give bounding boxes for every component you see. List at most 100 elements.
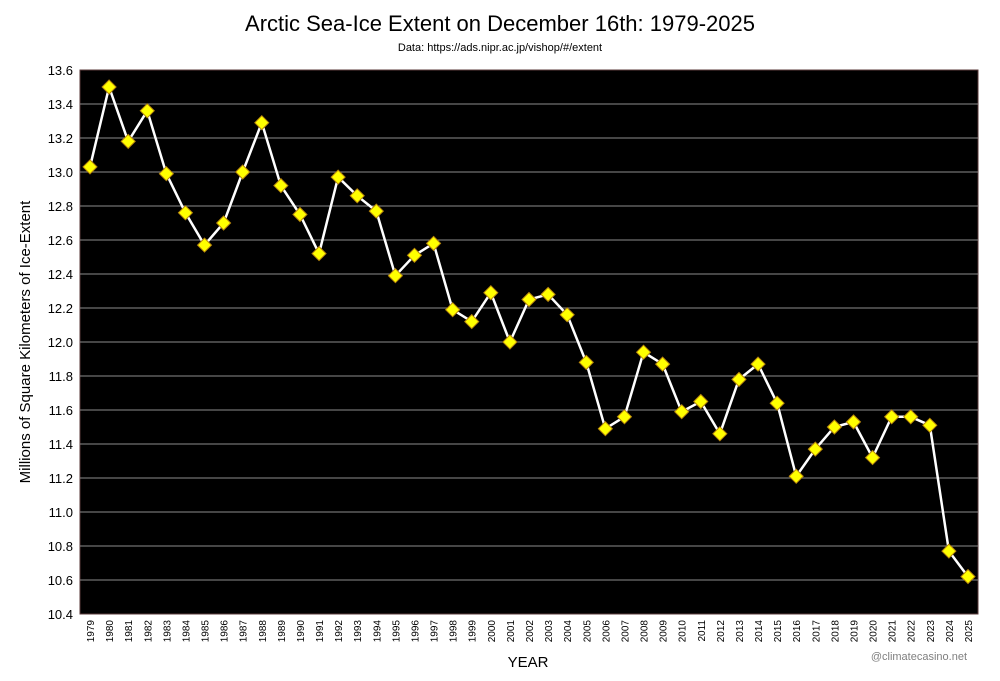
x-tick-label: 2023 <box>926 620 937 643</box>
data-point-1979 <box>82 159 98 175</box>
x-tick-label: 1985 <box>201 620 212 643</box>
x-tick-label: 1991 <box>315 620 326 643</box>
data-point-2018 <box>826 419 843 435</box>
x-tick-label: 1981 <box>124 620 135 643</box>
data-point-2019 <box>845 414 862 430</box>
y-axis-label: Millions of Square Kilometers of Ice-Ext… <box>17 200 34 483</box>
data-point-1991 <box>311 245 327 262</box>
data-point-1984 <box>177 205 194 221</box>
x-tick-label: 2015 <box>773 620 784 643</box>
x-tick-label: 1996 <box>410 620 421 643</box>
x-tick-label: 2008 <box>640 620 651 643</box>
data-point-2022 <box>903 409 919 425</box>
data-point-2013 <box>731 371 747 388</box>
data-point-2007 <box>616 409 633 425</box>
credit-text: @climatecasino.net <box>871 651 967 663</box>
x-tick-label: 1994 <box>372 620 383 643</box>
x-tick-label: 1986 <box>220 620 231 643</box>
y-tick-label: 11.8 <box>49 369 73 384</box>
x-tick-label: 1998 <box>449 620 460 643</box>
chart-title: Arctic Sea-Ice Extent on December 16th: … <box>245 11 755 36</box>
x-tick-label: 2017 <box>811 620 822 643</box>
x-tick-label: 2024 <box>945 620 956 643</box>
y-tick-label: 10.8 <box>48 539 73 554</box>
y-tick-label: 11.4 <box>49 437 73 452</box>
y-tick-label: 13.6 <box>48 63 73 78</box>
x-tick-label: 2003 <box>544 620 555 643</box>
y-tick-label: 12.2 <box>48 301 73 316</box>
x-tick-label: 2018 <box>830 620 841 643</box>
y-tick-label: 10.6 <box>48 573 73 588</box>
x-tick-label: 1993 <box>353 620 364 643</box>
x-tick-label: 2009 <box>659 620 670 643</box>
data-point-2000 <box>483 284 499 301</box>
data-point-2014 <box>750 356 766 372</box>
y-tick-label: 13.0 <box>48 165 73 180</box>
data-point-2016 <box>788 468 804 485</box>
x-tick-label: 2001 <box>506 620 517 643</box>
x-tick-label: 1995 <box>391 620 402 643</box>
y-tick-label: 11.6 <box>49 403 73 418</box>
x-tick-label: 2006 <box>601 620 612 643</box>
x-tick-label: 1997 <box>430 620 441 643</box>
data-point-2017 <box>807 441 824 457</box>
y-tick-label: 13.2 <box>48 131 73 146</box>
data-point-2025 <box>960 568 976 585</box>
y-tick-label: 12.8 <box>48 199 73 214</box>
y-tick-label: 11.2 <box>49 471 73 486</box>
data-point-2012 <box>712 426 728 442</box>
data-point-2021 <box>883 409 900 425</box>
x-tick-label: 1979 <box>86 620 97 643</box>
x-tick-label: 2016 <box>792 620 803 643</box>
x-tick-label: 2004 <box>563 620 574 643</box>
data-point-1997 <box>425 235 442 252</box>
data-point-2011 <box>693 393 709 410</box>
x-tick-label: 2014 <box>754 620 765 643</box>
y-tick-label: 13.4 <box>48 97 73 112</box>
data-point-2024 <box>941 543 957 559</box>
y-tick-label: 12.0 <box>48 335 73 350</box>
x-tick-label: 1992 <box>334 620 345 643</box>
x-tick-label: 1983 <box>162 620 173 643</box>
data-point-1988 <box>254 114 270 131</box>
x-tick-label: 2019 <box>849 620 860 643</box>
x-tick-label: 2010 <box>678 620 689 643</box>
x-tick-label: 1990 <box>296 620 307 643</box>
x-tick-label: 1984 <box>181 620 192 643</box>
data-point-1994 <box>368 203 385 219</box>
data-point-1989 <box>273 177 289 194</box>
data-point-2020 <box>864 449 881 466</box>
data-point-1992 <box>330 169 346 185</box>
data-point-1985 <box>196 237 213 253</box>
data-point-2002 <box>521 291 537 308</box>
data-point-1987 <box>234 164 251 180</box>
data-point-2005 <box>578 354 594 371</box>
data-point-2009 <box>654 356 671 372</box>
x-tick-label: 2005 <box>582 620 593 643</box>
x-tick-label: 2021 <box>888 620 899 643</box>
data-point-1986 <box>215 215 232 231</box>
x-tick-label: 1988 <box>258 620 269 643</box>
data-point-1996 <box>406 247 423 264</box>
data-point-1995 <box>387 267 404 284</box>
data-point-2003 <box>540 286 556 303</box>
x-tick-label: 2020 <box>869 620 880 643</box>
data-point-2023 <box>922 417 938 434</box>
data-point-1981 <box>120 133 136 150</box>
y-tick-label: 10.4 <box>48 607 73 622</box>
x-tick-label: 2002 <box>525 620 536 643</box>
data-point-1999 <box>464 313 480 330</box>
data-point-2004 <box>559 307 575 323</box>
x-tick-label: 2000 <box>487 620 498 643</box>
x-tick-label: 1982 <box>143 620 154 643</box>
x-axis-label: YEAR <box>508 654 549 671</box>
data-point-2008 <box>635 344 652 360</box>
x-tick-label: 1999 <box>468 620 479 643</box>
x-tick-label: 1989 <box>277 620 288 643</box>
x-tick-label: 2012 <box>716 620 727 643</box>
y-tick-label: 11.0 <box>49 505 73 520</box>
x-tick-label: 2007 <box>620 620 631 643</box>
x-tick-label: 2025 <box>964 620 975 643</box>
data-point-2015 <box>769 395 785 411</box>
